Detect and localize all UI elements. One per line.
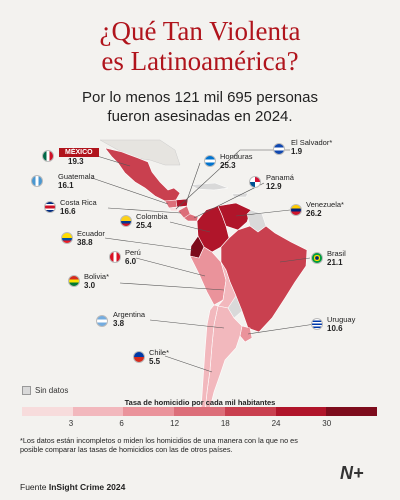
legend-tick: 24: [271, 419, 281, 428]
legend-swatch: [22, 407, 73, 416]
bolivia-name: Bolivia*: [84, 272, 110, 281]
peru-flag-icon: [109, 251, 121, 263]
el-salvador-name: El Salvador*: [291, 138, 333, 147]
argentina-name: Argentina: [113, 310, 146, 319]
panama-flag-icon: [249, 176, 261, 188]
costa-rica-name: Costa Rica: [60, 198, 97, 207]
costa-rica-label: Costa Rica 16.6: [60, 198, 97, 216]
argentina-value: 3.8: [113, 318, 125, 328]
chile-label: Chile* 5.5: [149, 348, 170, 366]
source-name: InSight Crime 2024: [48, 482, 126, 492]
colombia-name: Colombia: [136, 212, 168, 221]
no-data-swatch: [22, 386, 31, 395]
chile-value: 5.5: [149, 356, 161, 366]
caribbean-islands: [189, 182, 249, 198]
brasil-name: Brasil: [327, 249, 346, 258]
venezuela-flag-icon: [290, 204, 302, 216]
el-salvador-flag-icon: [273, 143, 285, 155]
costa-rica-flag-icon: [44, 201, 56, 213]
mexico-value: 19.3: [68, 157, 84, 166]
uruguay-name: Uruguay: [327, 315, 356, 324]
ecuador-name: Ecuador: [77, 229, 105, 238]
el-salvador-value: 1.9: [291, 146, 303, 156]
no-data-label: Sin datos: [35, 386, 69, 395]
honduras-value: 25.3: [220, 160, 236, 170]
region-el-salvador: [168, 206, 179, 212]
guatemala-value: 16.1: [58, 180, 74, 190]
costa-rica-value: 16.6: [60, 206, 76, 216]
legend-tick: 3: [68, 419, 74, 428]
chile-flag-icon: [133, 351, 145, 363]
panama-value: 12.9: [266, 181, 282, 191]
el-salvador-label: El Salvador* 1.9: [291, 138, 333, 156]
uruguay-label: Uruguay 10.6: [327, 315, 356, 333]
uruguay-value: 10.6: [327, 323, 343, 333]
bolivia-label: Bolivia* 3.0: [84, 272, 110, 290]
honduras-name: Honduras: [220, 152, 253, 161]
brasil-flag-icon: [311, 252, 323, 264]
honduras-label: Honduras 25.3: [220, 152, 253, 170]
source: Fuente InSight Crime 2024: [20, 482, 125, 492]
subtitle-line-2: fueron asesinadas en 2024.: [107, 108, 293, 125]
venezuela-label: Venezuela* 26.2: [306, 200, 344, 218]
legend-tick: 12: [170, 419, 180, 428]
venezuela-name: Venezuela*: [306, 200, 344, 209]
argentina-label: Argentina 3.8: [113, 310, 146, 328]
ecuador-value: 38.8: [77, 237, 93, 247]
peru-name: Perú: [125, 248, 141, 257]
legend-color-scale: [22, 407, 378, 416]
ecuador-label: Ecuador 38.8: [77, 229, 105, 247]
subtitle-line-1: Por lo menos 121 mil 695 personas: [82, 89, 318, 106]
source-prefix: Fuente: [20, 482, 47, 492]
legend-tick: 18: [220, 419, 230, 428]
chile-name: Chile*: [149, 348, 170, 357]
mexico-flag-icon: [42, 150, 54, 162]
legend-tick: 30: [322, 419, 332, 428]
brasil-value: 21.1: [327, 257, 343, 267]
bolivia-value: 3.0: [84, 280, 96, 290]
title-line-2: es Latinoamérica?: [101, 46, 299, 76]
panama-name: Panamá: [266, 173, 294, 182]
bolivia-flag-icon: [68, 275, 80, 287]
guatemala-label: Guatemala 16.1: [58, 172, 95, 190]
region-panama: [183, 213, 199, 222]
n-plus-logo: N+: [340, 463, 364, 483]
honduras-flag-icon: [204, 155, 216, 167]
legend-swatch: [224, 407, 276, 416]
title-line-1: ¿Qué Tan Violenta: [99, 16, 301, 46]
guatemala-name: Guatemala: [58, 172, 95, 181]
legend-swatch: [123, 407, 175, 416]
brasil-label: Brasil 21.1: [327, 249, 346, 267]
legend-tick: 6: [119, 419, 124, 428]
mexico-name: MÉXICO: [59, 148, 99, 157]
peru-value: 6.0: [125, 256, 137, 266]
footnote: *Los datos están incompletos o miden los…: [20, 436, 298, 454]
panama-label: Panamá 12.9: [266, 173, 294, 191]
region-mexico: [104, 147, 181, 202]
ecuador-flag-icon: [61, 232, 73, 244]
legend-title: Tasa de homicidio por cada mil habitante…: [124, 398, 276, 407]
colombia-value: 25.4: [136, 220, 152, 230]
legend-swatch: [275, 407, 327, 416]
argentina-flag-icon: [96, 315, 108, 327]
guatemala-flag-icon: [31, 175, 43, 187]
colombia-flag-icon: [120, 215, 132, 227]
legend-swatch: [72, 407, 124, 416]
region-venezuela: [217, 202, 252, 231]
venezuela-value: 26.2: [306, 208, 322, 218]
peru-label: Perú 6.0: [125, 248, 141, 266]
region-guatemala: [164, 199, 178, 209]
legend-swatch: [326, 407, 378, 416]
legend-swatch: [174, 407, 225, 416]
colombia-label: Colombia 25.4: [136, 212, 168, 230]
mexico-label: 19.3: [68, 157, 84, 167]
uruguay-flag-icon: [311, 318, 323, 330]
